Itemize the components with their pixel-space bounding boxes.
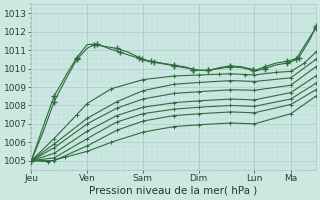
X-axis label: Pression niveau de la mer( hPa ): Pression niveau de la mer( hPa ): [90, 186, 258, 196]
